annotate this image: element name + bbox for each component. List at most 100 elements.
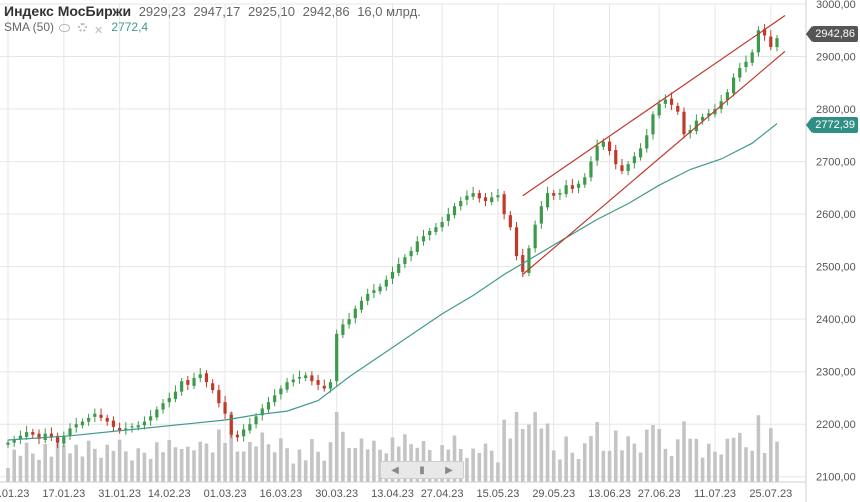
channel-lower-line bbox=[522, 50, 786, 275]
volume-bar bbox=[316, 451, 320, 482]
volume-bar bbox=[18, 455, 23, 482]
candle-body bbox=[595, 145, 599, 161]
volume-bar bbox=[775, 441, 779, 482]
volume-bar bbox=[570, 452, 575, 482]
candle-body bbox=[297, 376, 302, 379]
x-tick-label: 13.04.23 bbox=[371, 488, 414, 500]
candle-body bbox=[6, 442, 10, 445]
candle-body bbox=[335, 333, 339, 382]
candle-body bbox=[347, 319, 351, 325]
volume-bar bbox=[706, 443, 711, 482]
candle-body bbox=[607, 141, 612, 152]
volume-bar bbox=[241, 451, 246, 482]
volume-bar bbox=[737, 432, 742, 482]
candle-body bbox=[211, 383, 215, 391]
volume-bar bbox=[725, 438, 730, 482]
candle-body bbox=[428, 230, 432, 236]
volume-bar bbox=[483, 443, 488, 482]
candle-body bbox=[769, 36, 773, 48]
candle-body bbox=[434, 227, 438, 232]
volume-bar bbox=[6, 468, 10, 482]
volume-bar bbox=[601, 450, 606, 482]
candle-body bbox=[155, 409, 159, 418]
volume-bar bbox=[365, 449, 370, 482]
volume-bar bbox=[210, 452, 215, 482]
gear-icon[interactable] bbox=[77, 23, 87, 33]
volume-bar bbox=[359, 438, 364, 482]
candle-body bbox=[353, 308, 357, 319]
scroll-handle-icon[interactable]: ▮ bbox=[419, 464, 425, 476]
volume-bar bbox=[161, 452, 165, 482]
volume-bar bbox=[328, 442, 333, 482]
candle-body bbox=[775, 38, 779, 48]
candle-body bbox=[496, 195, 500, 198]
volume-bar bbox=[303, 460, 308, 482]
candle-body bbox=[471, 193, 475, 197]
y-tick-label: 2700,00 bbox=[816, 157, 856, 169]
volume-bar bbox=[452, 435, 457, 482]
volume-bar bbox=[700, 457, 705, 482]
eye-icon[interactable] bbox=[59, 23, 71, 32]
volume-bar bbox=[651, 425, 655, 482]
chart-scroller[interactable]: ◀ ▮ ▶ bbox=[380, 461, 464, 479]
candle-body bbox=[124, 428, 128, 431]
candle-body bbox=[645, 135, 649, 149]
candle-body bbox=[409, 250, 413, 257]
volume-bar bbox=[496, 462, 500, 482]
scroll-right-icon[interactable]: ▶ bbox=[445, 464, 453, 476]
y-tick-label: 2400,00 bbox=[816, 314, 856, 326]
volume-bar bbox=[576, 459, 581, 482]
candle-body bbox=[539, 206, 543, 224]
last-price-tag: 2942,86 bbox=[806, 26, 858, 42]
volume-bar bbox=[155, 442, 159, 482]
volume-bar bbox=[86, 440, 91, 482]
candle-body bbox=[111, 420, 116, 427]
volume-bar bbox=[520, 429, 525, 482]
candle-body bbox=[341, 324, 345, 335]
volume-bar bbox=[477, 453, 482, 482]
volume-bar bbox=[130, 460, 134, 482]
low-value: 2925,10 bbox=[247, 4, 295, 19]
sma-value: 2772,4 bbox=[111, 20, 149, 34]
volume-bar bbox=[223, 443, 227, 482]
volume-bar bbox=[136, 448, 141, 482]
volume-bar bbox=[254, 446, 258, 482]
volume-bar bbox=[285, 448, 289, 482]
volume-bar bbox=[756, 415, 761, 482]
volume-bar bbox=[37, 459, 41, 482]
channel-upper-line bbox=[522, 15, 786, 197]
candle-body bbox=[204, 373, 209, 383]
candle-body bbox=[390, 271, 395, 279]
x-tick-label: 30.03.23 bbox=[315, 488, 358, 500]
close-icon[interactable]: ✕ bbox=[94, 24, 104, 37]
candle-body bbox=[316, 380, 320, 385]
x-tick-label: 25.07.23 bbox=[749, 488, 792, 500]
chart-header: Индекс МосБиржи 2929,23 2947,17 2925,10 … bbox=[4, 3, 421, 19]
candle-body bbox=[694, 120, 698, 132]
candle-body bbox=[217, 390, 221, 404]
sma-legend: SMA (50) ✕ 2772,4 bbox=[4, 20, 149, 37]
candle-body bbox=[452, 206, 457, 216]
candle-body bbox=[235, 434, 240, 438]
volume-bar bbox=[545, 423, 550, 482]
candle-body bbox=[731, 77, 736, 94]
volume-bar bbox=[558, 459, 562, 482]
scroll-left-icon[interactable]: ◀ bbox=[391, 464, 399, 476]
volume-bar bbox=[638, 452, 643, 482]
volume-bar bbox=[465, 458, 469, 482]
x-tick-label: 03.01.23 bbox=[0, 488, 29, 500]
volume-bar bbox=[105, 444, 110, 482]
candle-body bbox=[576, 183, 581, 188]
candle-body bbox=[589, 161, 593, 178]
volume-bar bbox=[74, 444, 79, 482]
x-tick-label: 17.01.23 bbox=[42, 488, 85, 500]
volume-bar bbox=[713, 451, 717, 482]
volume-bar bbox=[582, 443, 587, 482]
candle-body bbox=[384, 279, 388, 287]
candle-body bbox=[490, 197, 494, 203]
candle-body bbox=[620, 165, 624, 172]
candle-body bbox=[750, 52, 754, 63]
candle-body bbox=[477, 193, 481, 199]
candle-body bbox=[56, 435, 60, 443]
